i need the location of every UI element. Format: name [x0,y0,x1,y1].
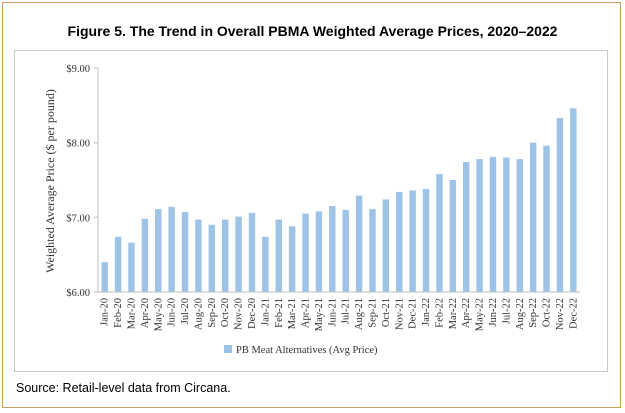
bar-series [101,108,577,292]
legend: PB Meat Alternatives (Avg Price) [224,345,378,356]
y-tick-label: $9.00 [66,64,90,75]
bar [181,212,189,292]
bar [315,211,323,292]
x-tick-label: Mar-21 [287,298,298,329]
bar [516,159,523,292]
x-tick-label: Sep-20 [207,298,218,328]
x-tick-label: Jan-21 [260,298,271,326]
x-tick-label: Jun-22 [488,298,499,327]
x-tick-label: May-20 [153,298,164,331]
x-tick-label: Aug-22 [515,298,526,330]
bar [570,108,577,292]
bar [302,213,309,292]
x-tick-label: Oct-22 [542,298,553,327]
x-tick-label: Apr-22 [461,298,472,328]
bar [275,219,282,292]
x-tick-label: Nov-20 [234,298,245,330]
x-tick-label: Jun-21 [327,298,338,327]
bar [141,218,149,292]
x-tick-label: Feb-20 [113,298,124,328]
x-tick-label: Feb-21 [274,298,285,328]
x-tick-label: Mar-20 [126,298,137,329]
bar [422,188,430,292]
bar [503,157,510,292]
bar [114,236,122,292]
figure-title: Figure 5. The Trend in Overall PBMA Weig… [67,23,558,39]
x-tick-label: Oct-20 [220,298,231,327]
y-tick-label: $7.00 [66,213,90,224]
x-tick-label: Jul-20 [180,298,191,324]
bar [329,206,336,292]
y-axis: $6.00 $7.00 $8.00 $9.00 [66,64,99,299]
x-tick-label: May-22 [475,298,486,331]
bar [369,209,376,292]
bar [462,162,470,292]
bar [556,118,564,292]
x-tick-label: Aug-21 [354,298,365,330]
x-axis: Jan-20 Feb-20 Mar-20 Apr-20 May-20 Jun-20 Jul-… [98,291,580,331]
bar [262,236,269,292]
x-tick-label: Jul-21 [341,298,352,324]
bar [128,242,135,292]
x-tick-label: Aug-20 [193,298,204,330]
y-axis-label: Weighted Average Price ($ per pound) [43,89,57,273]
source-note: Source: Retail-level data from Circana. [16,381,231,395]
y-tick-label: $6.00 [66,288,90,299]
y-tick-label: $8.00 [66,139,90,150]
legend-label: PB Meat Alternatives (Avg Price) [236,345,378,356]
bar [529,142,537,292]
x-tick-label: Dec-22 [568,298,579,329]
bar [543,145,550,292]
bar [195,219,202,292]
legend-swatch [224,345,232,353]
bar [355,195,363,292]
x-tick-label: Sep-21 [367,298,378,328]
x-tick-label: Dec-20 [247,298,258,329]
x-tick-label: Apr-20 [140,298,151,328]
x-tick-label: Nov-21 [394,298,405,330]
x-tick-label: Dec-21 [408,298,419,329]
bar [489,156,497,292]
x-tick-label: Sep-22 [528,298,539,328]
bar [342,209,349,292]
x-tick-label: Jul-22 [501,298,512,324]
x-tick-label: May-21 [314,298,325,331]
bar [235,216,242,292]
bar [155,209,162,292]
bar [449,180,457,292]
x-tick-label: Feb-22 [434,298,445,328]
bar [101,262,108,292]
bar [248,212,256,292]
x-tick-label: Mar-22 [448,298,459,329]
x-tick-label: Oct-21 [381,298,392,327]
x-tick-label: Jan-20 [100,298,111,326]
bar [168,206,175,292]
bar [396,191,403,292]
x-tick-label: Apr-21 [301,298,312,328]
bar [382,199,390,292]
bar [288,226,296,292]
bar [476,159,483,292]
x-tick-label: Jan-22 [421,298,432,326]
bar [208,224,216,292]
bar [409,190,416,292]
bar [436,174,443,292]
x-tick-label: Jun-20 [167,298,178,327]
bar [221,219,229,292]
x-tick-label: Nov-22 [555,298,566,330]
